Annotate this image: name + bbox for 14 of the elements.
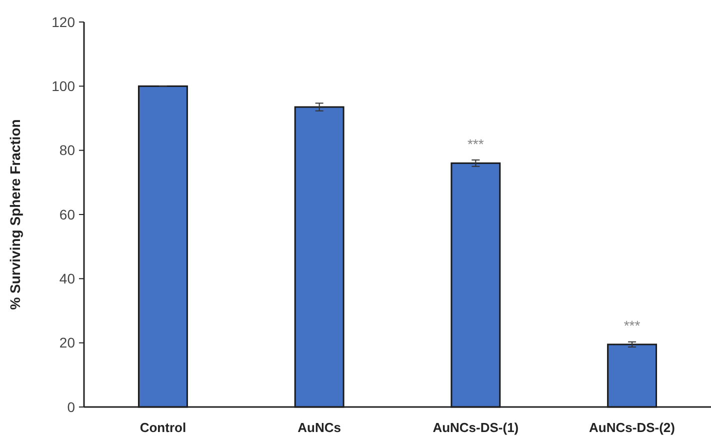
annotation: *** — [468, 136, 484, 152]
y-tick-label: 100 — [52, 78, 76, 94]
y-axis-title: % Surviving Sphere Fraction — [7, 119, 23, 310]
x-tick-label: AuNCs-DS-(1) — [432, 420, 519, 435]
x-tick-label: AuNCs-DS-(2) — [589, 420, 676, 435]
y-tick-label: 120 — [52, 14, 76, 30]
x-tick-label: AuNCs — [298, 420, 341, 435]
y-tick-label: 80 — [59, 142, 76, 158]
y-tick-label: 60 — [59, 206, 76, 222]
y-tick-label: 40 — [59, 270, 76, 287]
y-tick-label: 0 — [67, 398, 76, 415]
annotation: *** — [624, 317, 641, 334]
y-tick-label: 20 — [59, 334, 76, 351]
x-tick-label: Control — [140, 420, 186, 435]
